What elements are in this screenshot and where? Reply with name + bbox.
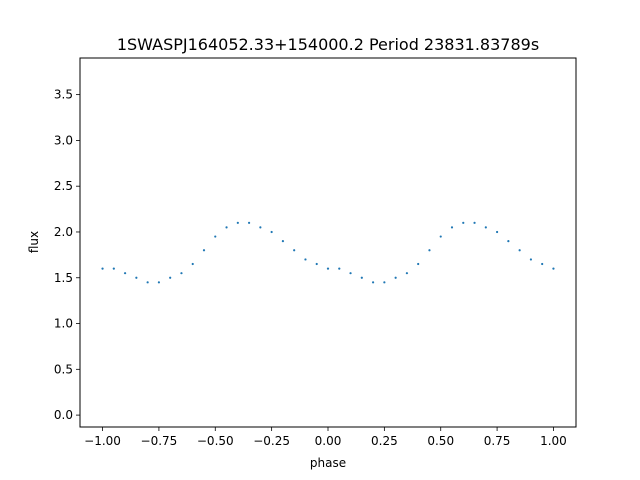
data-point [462, 221, 465, 224]
data-point [507, 240, 510, 243]
data-point [191, 262, 194, 266]
data-point [157, 281, 161, 284]
data-point [123, 272, 127, 275]
data-point [293, 249, 296, 252]
y-tick-label: 2.5 [54, 179, 73, 193]
data-point [495, 230, 499, 234]
data-point [304, 258, 307, 261]
data-points [101, 221, 555, 284]
data-point [202, 249, 206, 252]
data-point [247, 221, 251, 224]
x-tick-label: −1.00 [84, 434, 121, 448]
y-tick-label: 3.5 [54, 88, 73, 102]
data-point [371, 281, 375, 284]
data-point [450, 226, 454, 229]
data-point [417, 262, 420, 266]
y-tick-label: 0.0 [54, 408, 73, 422]
data-point [326, 267, 330, 270]
x-tick-label: 0.00 [315, 434, 342, 448]
data-point [484, 226, 487, 229]
y-tick-label: 0.5 [54, 362, 73, 376]
data-point [529, 258, 533, 261]
data-point [338, 267, 341, 270]
x-tick-label: −0.75 [141, 434, 178, 448]
data-point [541, 262, 544, 266]
x-tick-label: 0.50 [427, 434, 454, 448]
data-point [225, 226, 228, 229]
data-point [169, 276, 172, 279]
x-axis-label: phase [310, 456, 346, 470]
x-tick-label: −0.50 [197, 434, 234, 448]
y-axis-label: flux [27, 231, 41, 253]
data-point [281, 240, 285, 243]
data-point [270, 230, 273, 234]
x-tick-label: −0.25 [253, 434, 290, 448]
data-point [146, 281, 149, 284]
y-tick-label: 3.0 [54, 133, 73, 147]
data-point [180, 272, 183, 275]
x-tick-label: 0.75 [484, 434, 511, 448]
data-point [394, 276, 397, 279]
data-point [428, 249, 431, 252]
data-point [135, 276, 138, 279]
data-point [101, 267, 104, 270]
y-axis-ticks: 0.0 0.5 1.0 1.5 2.0 2.5 3.0 3.5 [54, 88, 80, 422]
data-point [259, 226, 262, 229]
data-point [552, 267, 555, 270]
y-tick-label: 1.0 [54, 317, 73, 331]
data-point [315, 262, 318, 266]
y-tick-label: 1.5 [54, 271, 73, 285]
data-point [383, 281, 386, 284]
x-axis-ticks: −1.00 −0.75 −0.50 −0.25 0.00 0.25 0.50 0.75 1.00 [84, 427, 567, 448]
data-point [405, 272, 409, 275]
y-tick-label: 2.0 [54, 225, 73, 239]
data-point [236, 221, 239, 224]
x-tick-label: 0.25 [371, 434, 398, 448]
data-point [214, 235, 217, 238]
data-point [473, 221, 476, 224]
x-tick-label: 1.00 [540, 434, 567, 448]
data-point [112, 267, 115, 270]
chart-title: 1SWASPJ164052.33+154000.2 Period 23831.8… [117, 35, 539, 54]
data-point [349, 272, 352, 275]
data-point [360, 276, 363, 279]
data-point [439, 235, 442, 238]
data-point [518, 249, 521, 252]
